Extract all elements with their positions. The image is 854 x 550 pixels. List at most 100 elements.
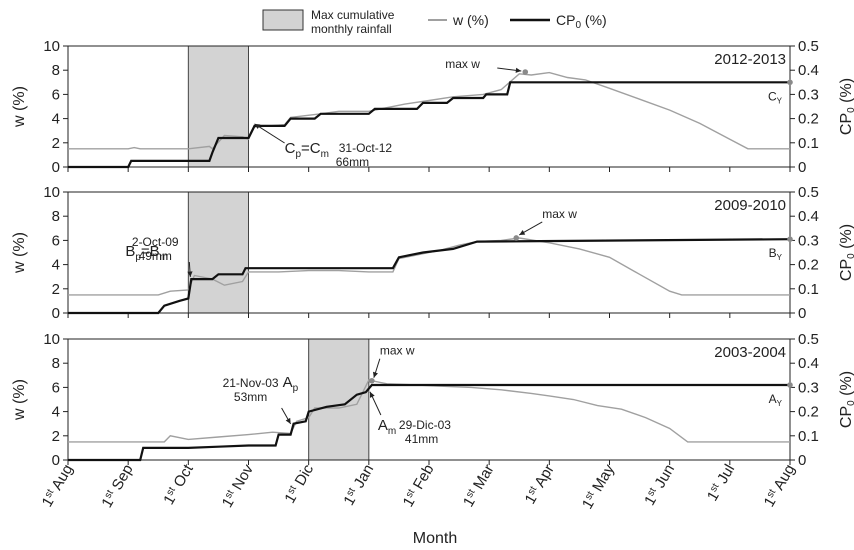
x-tick-label: 1st Dic [281, 461, 317, 506]
max-w-marker [369, 377, 375, 384]
y-left-tick-label: 2 [52, 428, 60, 445]
y-left-tick-label: 8 [52, 62, 60, 79]
event-p-rain: 53mm [234, 390, 267, 404]
event-m-date: 29-Dic-03 [399, 418, 451, 432]
x-tick-label: 1st Aug [39, 462, 77, 510]
annotation-arrowhead [515, 67, 522, 73]
annotation-arrowhead [285, 417, 291, 424]
y-right-tick-label: 0.1 [798, 135, 819, 152]
end-point-label: BY [769, 246, 783, 262]
series-cp-line [68, 383, 790, 462]
y-axis-label-left: w (%) [11, 86, 28, 128]
event-date: 2-Oct-09 [132, 235, 179, 249]
y-right-tick-label: 0.2 [798, 257, 819, 274]
annotation-arrow [254, 123, 285, 144]
period-label: 2003-2004 [714, 344, 786, 361]
series-cp-line [68, 81, 790, 169]
x-tick-label: 1st Apr [522, 462, 558, 508]
y-right-tick-label: 0.4 [798, 62, 819, 79]
legend-rain-label-1: Max cumulative [311, 8, 395, 22]
rain-band [187, 45, 249, 168]
x-tick-label: 1st Jan [340, 462, 377, 509]
end-point-marker [787, 79, 793, 86]
legend-rain-label-2: monthly rainfall [311, 22, 392, 36]
y-right-tick-label: 0.3 [798, 86, 819, 103]
event-label: Cp=Cm [285, 140, 329, 160]
y-left-tick-label: 4 [52, 111, 60, 128]
y-left-tick-label: 8 [52, 355, 60, 372]
y-left-tick-label: 6 [52, 232, 60, 249]
y-axis-label-right: CP0 (%) [838, 371, 854, 428]
legend: Max cumulative monthly rainfall w (%) CP… [262, 8, 607, 36]
rain-band [187, 191, 249, 314]
y-left-tick-label: 2 [52, 135, 60, 152]
y-left-tick-label: 10 [43, 38, 60, 55]
panel-2003-2004: 0 2 4 6 8 10 0 0.1 0.2 0.3 0.4 0.5 w (%) CP0 (%) 2003-… [11, 331, 854, 469]
x-axis-label: Month [413, 530, 457, 547]
y-right-tick-label: 0 [798, 452, 806, 469]
x-tick-label: 1st Oct [160, 461, 197, 508]
y-left-tick-label: 0 [52, 452, 60, 469]
y-axis-label-right: CP0 (%) [838, 224, 854, 281]
y-left-tick-label: 4 [52, 404, 60, 421]
y-left-tick-label: 6 [52, 86, 60, 103]
event-p-date: 21-Nov-03 [223, 376, 279, 390]
end-point-label: CY [768, 89, 783, 105]
y-right-tick-label: 0.1 [798, 281, 819, 298]
y-left-tick-label: 8 [52, 208, 60, 225]
max-w-label: max w [380, 344, 415, 358]
y-right-tick-label: 0.5 [798, 331, 819, 348]
legend-rain-swatch [262, 9, 304, 31]
legend-w-label: w (%) [452, 12, 489, 28]
x-tick-label: 1st Aug [761, 462, 799, 510]
max-w-label: max w [445, 57, 480, 71]
annotation-arrowhead [369, 391, 375, 398]
y-axis-label-left: w (%) [11, 232, 28, 274]
event-rain: 66mm [336, 155, 369, 169]
event-date: 31-Oct-12 [339, 141, 393, 155]
x-tick-label: 1st May [579, 461, 618, 512]
y-right-tick-label: 0.1 [798, 428, 819, 445]
x-tick-label: 1st Mar [460, 461, 498, 509]
y-right-tick-label: 0 [798, 159, 806, 176]
y-right-tick-label: 0.5 [798, 38, 819, 55]
event-label: Bp=Bm [125, 243, 168, 263]
y-axis-label-left: w (%) [11, 379, 28, 421]
y-right-tick-label: 0.3 [798, 379, 819, 396]
max-w-marker [513, 235, 520, 241]
event-rain: 49mm [139, 249, 172, 263]
series-w-line [68, 379, 790, 443]
x-tick-label: 1st Sep [98, 462, 136, 511]
annotation-arrowhead [187, 271, 193, 277]
panel-2009-2010: 0 2 4 6 8 10 0 0.1 0.2 0.3 0.4 0.5 w (%) CP0 (%) 2009-… [11, 184, 854, 322]
y-right-tick-label: 0.4 [798, 355, 819, 372]
annotation-arrowhead [254, 123, 261, 129]
series-w-line [68, 237, 790, 296]
max-w-label: max w [542, 207, 577, 221]
x-tick-label: 1st Nov [219, 461, 257, 511]
legend-cp-label: CP0 (%) [556, 12, 607, 31]
y-left-tick-label: 2 [52, 281, 60, 298]
y-right-tick-label: 0.2 [798, 111, 819, 128]
y-left-tick-label: 4 [52, 257, 60, 274]
panel-2012-2013: 0 2 4 6 8 10 0 0.1 0.2 0.3 0.4 0.5 w (%) CP0 (%) 2012-… [11, 38, 854, 176]
period-label: 2012-2013 [714, 51, 786, 68]
y-right-tick-label: 0.4 [798, 208, 819, 225]
series-w-line [68, 71, 790, 150]
annotation-arrowhead [519, 230, 526, 235]
y-left-tick-label: 6 [52, 379, 60, 396]
y-right-tick-label: 0.5 [798, 184, 819, 201]
end-point-marker [787, 382, 793, 388]
event-p-label: Ap [283, 374, 299, 394]
y-axis-label-right: CP0 (%) [838, 78, 854, 135]
y-left-tick-label: 0 [52, 159, 60, 176]
end-point-label: AY [769, 392, 783, 408]
max-w-marker [522, 69, 529, 75]
x-tick-label: 1st Jun [641, 462, 678, 509]
y-left-tick-label: 10 [43, 184, 60, 201]
y-left-tick-label: 0 [52, 305, 60, 322]
annotation-arrowhead [372, 371, 378, 378]
event-m-label: Am [378, 417, 396, 437]
x-tick-labels: 1st Aug 1st Sep 1st Oct 1st Nov 1st Dic 1st J… [39, 461, 799, 512]
